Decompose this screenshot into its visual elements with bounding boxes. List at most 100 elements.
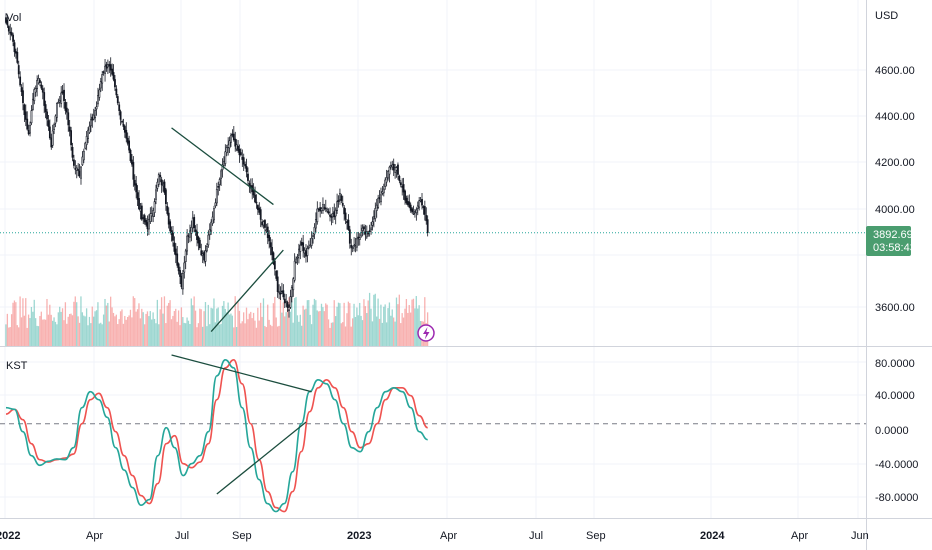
volume-bar: [51, 320, 54, 346]
volume-bar: [371, 321, 374, 346]
candle-down: [131, 159, 133, 165]
price-axis[interactable]: USD 4600.00 4400.00 4200.00 4000.00 3600…: [875, 10, 915, 314]
candle-down: [50, 137, 53, 148]
price-candles[interactable]: [5, 13, 429, 318]
candle-down: [234, 138, 237, 147]
candle-down: [129, 149, 132, 161]
volume-bar: [218, 324, 221, 346]
volume-bar: [19, 296, 21, 346]
volume-bar: [151, 319, 153, 346]
volume-bar: [401, 313, 403, 346]
candle-down: [238, 148, 241, 156]
volume-bar: [194, 310, 197, 346]
bar-countdown: 03:58:43: [873, 242, 916, 254]
volume-bar: [261, 316, 263, 346]
volume-bar: [334, 316, 337, 346]
volume-bar: [60, 311, 62, 346]
time-label: Sep: [232, 530, 252, 542]
price-tick: 4200.00: [875, 157, 915, 169]
candle-up: [299, 244, 302, 252]
candle-up: [204, 250, 207, 262]
volume-bar: [182, 317, 184, 346]
candle-down: [169, 221, 172, 231]
volume-bar: [254, 320, 256, 346]
candle-down: [343, 207, 346, 215]
volume-bar: [73, 301, 75, 346]
volume-bar: [332, 322, 334, 346]
volume-bar: [108, 321, 110, 346]
volume-bar: [339, 303, 341, 346]
volume-bar: [104, 298, 106, 346]
candle-down: [275, 271, 278, 279]
candle-down: [146, 222, 149, 230]
volume-bar: [187, 320, 190, 346]
candle-down: [174, 248, 177, 256]
volume-bar: [378, 318, 381, 346]
volume-bar: [131, 317, 133, 346]
candle-down: [102, 71, 105, 74]
candle-down: [132, 162, 135, 180]
time-axis[interactable]: 2022 Apr Jul Sep 2023 Apr Jul Sep 2024 A…: [0, 530, 869, 542]
volume-bar: [395, 297, 398, 346]
candle-up: [224, 151, 227, 164]
candle-up: [381, 191, 384, 194]
candle-down: [286, 302, 289, 308]
volume-bar: [296, 315, 299, 346]
kst-tick: 0.0000: [875, 425, 909, 437]
candle-down: [245, 165, 248, 173]
volume-bar: [390, 315, 392, 346]
candle-up: [351, 247, 354, 249]
kst-signal-line: [5, 358, 428, 513]
candle-down: [341, 202, 344, 206]
candle-up: [58, 100, 61, 103]
volume-bar: [385, 322, 388, 346]
candle-up: [416, 205, 419, 209]
candle-down: [241, 156, 244, 160]
volume-bar: [165, 323, 167, 346]
volume-bar: [217, 307, 219, 346]
candle-down: [426, 219, 429, 233]
volume-bar: [319, 310, 321, 346]
candle-down: [367, 232, 370, 235]
candle-down: [364, 231, 367, 235]
candle-down: [119, 111, 122, 120]
volume-bar: [216, 308, 218, 346]
volume-bar: [257, 307, 259, 346]
volume-bar: [310, 324, 313, 346]
volume-bar: [291, 301, 293, 346]
volume-bar: [26, 327, 28, 346]
candle-down: [405, 197, 408, 204]
candle-up: [419, 200, 422, 202]
candle-down: [346, 221, 348, 224]
volume-bar: [180, 307, 183, 346]
kst-axis[interactable]: 80.0000 40.0000 0.0000 -40.0000 -80.0000: [875, 358, 918, 504]
volume-bar: [173, 311, 175, 346]
volume-bar: [152, 312, 154, 346]
candle-up: [316, 208, 319, 223]
candle-down: [330, 215, 333, 218]
price-trendlines[interactable]: [171, 127, 284, 333]
volume-bar: [414, 308, 416, 346]
volume-bar: [276, 326, 279, 346]
candle-up: [334, 209, 337, 217]
candle-down: [118, 104, 121, 111]
candle-up: [336, 201, 339, 211]
volume-bar: [122, 323, 125, 346]
volume-bar: [322, 307, 324, 346]
candle-down: [27, 130, 30, 135]
candle-down: [63, 89, 65, 102]
candle-down: [43, 92, 46, 106]
volume-bar: [193, 296, 195, 346]
kst-trendlines[interactable]: [171, 354, 312, 495]
candle-down: [22, 90, 24, 104]
volume-bar: [264, 325, 266, 346]
volume-bar: [100, 322, 102, 346]
chart-grid: [0, 0, 866, 518]
volume-bar: [346, 313, 348, 346]
candle-down: [200, 250, 203, 256]
volume-bar: [347, 301, 350, 346]
lightning-bolt-icon[interactable]: [417, 324, 435, 342]
candle-up: [372, 216, 375, 220]
candle-down: [406, 201, 409, 205]
